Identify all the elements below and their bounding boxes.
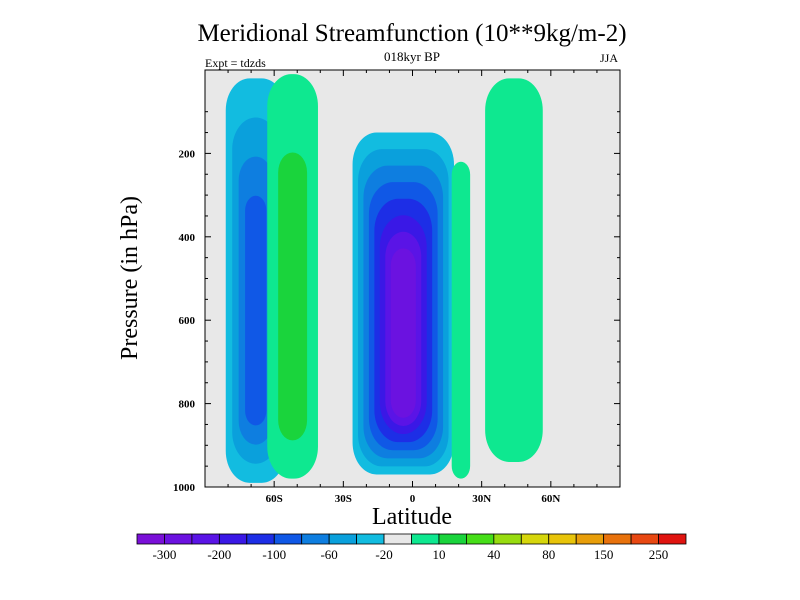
x-axis-label: Latitude (372, 504, 452, 530)
x-tick-label: 60S (266, 493, 283, 505)
colorbar-swatch (493, 533, 522, 545)
colorbar-label: -300 (153, 547, 177, 562)
x-tick-label: 0 (410, 493, 416, 505)
colorbar-label: 40 (487, 547, 500, 562)
colorbar-swatch (301, 533, 330, 545)
colorbar-label: -200 (207, 547, 231, 562)
colorbar-label: -100 (262, 547, 286, 562)
sh-polar-cell-level-1 (278, 152, 308, 441)
sh-ferrel-cell-level-3 (245, 195, 267, 426)
colorbar-swatch (630, 533, 659, 545)
colorbar-swatch (246, 533, 275, 545)
colorbar-swatch (603, 533, 632, 545)
colorbar-label: -60 (320, 547, 337, 562)
chart-subtitle: 018kyr BP (384, 49, 440, 64)
y-tick-label: 400 (179, 232, 196, 244)
y-tick-label: 600 (179, 315, 196, 327)
colorbar-swatch (575, 533, 605, 545)
nh-midlatitude-cell-level-0 (485, 78, 543, 462)
x-axis-ticks: 60S 30S 0 30N 60N (266, 493, 561, 505)
colorbar-swatch (465, 533, 495, 545)
colorbar-swatch (328, 533, 357, 545)
colorbar-swatch (520, 533, 550, 545)
chart-title: Meridional Streamfunction (10**9kg/m-2) (197, 20, 626, 47)
colorbar-swatch (548, 533, 577, 545)
colorbar-swatch (136, 533, 165, 545)
colorbar: -300 -200 -100 -60 -20 10 40 80 150 250 (136, 533, 687, 562)
y-tick-label: 800 (179, 399, 196, 411)
colorbar-swatch (438, 533, 467, 545)
colorbar-label: 10 (432, 547, 445, 562)
plot-frame (204, 69, 621, 488)
contour-cells (225, 74, 543, 483)
hadley-cell (352, 132, 454, 475)
colorbar-label: 150 (594, 547, 614, 562)
hadley-cell-level-7 (390, 248, 416, 418)
y-tick-label: 200 (179, 148, 196, 160)
colorbar-swatch (164, 533, 193, 545)
nh-subtropical-cell (451, 161, 471, 479)
colorbar-swatch (191, 533, 220, 545)
y-axis-label: Pressure (in hPa) (117, 196, 143, 360)
colorbar-label: 250 (649, 547, 669, 562)
season-label: JJA (600, 51, 618, 65)
x-tick-label: 30N (472, 493, 491, 505)
colorbar-swatch (658, 533, 687, 545)
colorbar-label: -20 (375, 547, 392, 562)
y-tick-label: 1000 (173, 482, 196, 494)
sh-polar-cell (267, 74, 318, 479)
colorbar-swatch (273, 533, 303, 545)
x-tick-label: 60N (541, 493, 560, 505)
colorbar-swatch (218, 533, 248, 545)
colorbar-swatch (411, 533, 440, 545)
colorbar-swatch (356, 533, 385, 545)
x-tick-label: 30S (335, 493, 352, 505)
nh-midlatitude-cell (485, 78, 543, 462)
expt-label: Expt = tdzds (205, 56, 266, 70)
colorbar-label: 80 (542, 547, 555, 562)
y-axis-ticks: 200 400 600 800 1000 (173, 148, 196, 494)
nh-subtropical-cell-level-0 (451, 161, 471, 479)
colorbar-swatch (383, 533, 412, 545)
